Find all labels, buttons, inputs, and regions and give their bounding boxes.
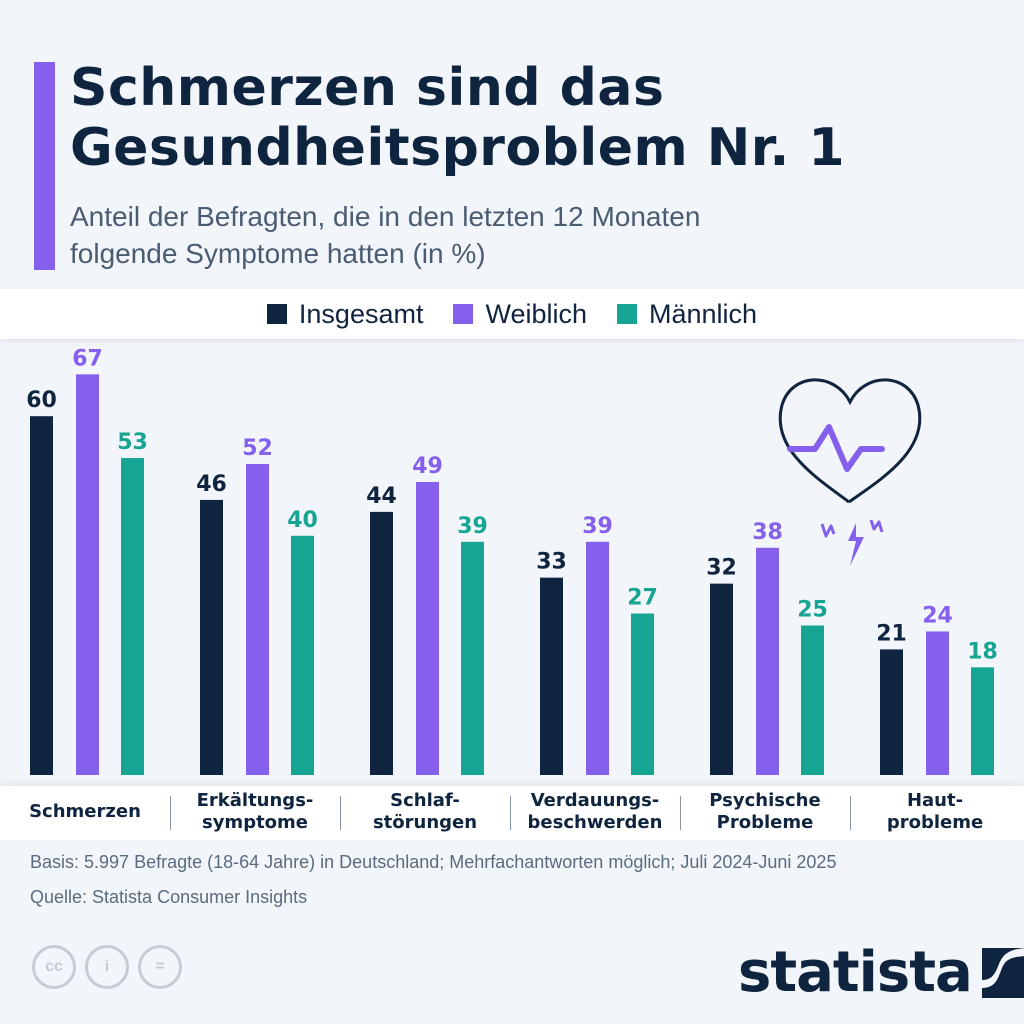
basis-note: Basis: 5.997 Befragte (18-64 Jahre) in D…	[30, 852, 837, 872]
data-label: 46	[196, 472, 227, 497]
legend-swatch	[453, 304, 474, 324]
heart-outline	[778, 378, 922, 504]
title-accent-bar	[34, 62, 55, 270]
statista-logo-icon	[981, 947, 1024, 998]
bar	[540, 577, 563, 775]
data-label: 18	[967, 639, 998, 664]
data-label: 49	[412, 454, 443, 479]
chart-title: Schmerzen sind das Gesundheitsproblem Nr…	[70, 58, 845, 178]
title-line-1: Schmerzen sind das	[70, 58, 665, 118]
category-label: Schmerzen	[29, 801, 141, 822]
bar	[291, 535, 314, 775]
bar	[200, 499, 223, 775]
bar	[370, 511, 393, 775]
bar	[710, 583, 733, 775]
attribution-icon[interactable]: i	[85, 945, 129, 989]
title-line-2: Gesundheitsproblem Nr. 1	[70, 118, 846, 178]
bar	[756, 547, 779, 775]
legend-label: Männlich	[649, 298, 758, 329]
heart-pulse-icon	[778, 378, 922, 566]
category-label: Schlaf- störungen	[372, 790, 478, 833]
category-label: Psychische Probleme	[709, 790, 821, 833]
bar	[416, 481, 439, 775]
category-separator	[850, 796, 851, 830]
data-label: 25	[797, 598, 828, 623]
bar	[586, 541, 609, 775]
category-label: Haut- probleme	[886, 790, 984, 833]
category-label: Erkältungs- symptome	[196, 790, 314, 833]
pulse-line	[787, 424, 885, 472]
legend-item-0: Insgesamt	[266, 298, 424, 330]
data-label: 24	[922, 603, 953, 628]
cc-icon[interactable]: cc	[32, 945, 76, 989]
bar	[880, 649, 903, 775]
chart-subtitle: Anteil der Befragten, die in den letzten…	[70, 198, 700, 272]
category-separator	[340, 796, 341, 830]
bar	[926, 631, 949, 775]
data-label: 44	[366, 484, 397, 509]
category-separator	[170, 796, 171, 830]
lightning-icon	[848, 523, 864, 566]
data-label: 53	[117, 430, 148, 455]
data-label: 40	[287, 508, 318, 533]
license-icons: cc i =	[32, 945, 182, 989]
legend-item-2: Männlich	[617, 299, 757, 330]
legend: Insgesamt Weiblich Männlich	[0, 289, 1024, 339]
data-label: 21	[876, 621, 907, 646]
lightning-small-right-icon	[869, 519, 884, 533]
data-label: 39	[457, 514, 488, 539]
bar	[461, 541, 484, 775]
category-separator	[510, 796, 511, 830]
data-label: 33	[536, 550, 567, 575]
bar	[121, 458, 144, 775]
subtitle-line-2: folgende Symptome hatten (in %)	[70, 238, 486, 269]
legend-item-1: Weiblich	[453, 299, 587, 330]
no-derivatives-icon[interactable]: =	[138, 945, 182, 989]
data-label: 52	[242, 436, 273, 461]
bar	[30, 416, 53, 775]
bar	[246, 464, 269, 775]
data-label: 39	[582, 514, 613, 539]
data-label: 67	[72, 346, 103, 371]
category-axis: Schmerzen Erkältungs- symptome Schlaf- stö…	[0, 786, 1024, 840]
data-label: 27	[627, 586, 658, 611]
subtitle-line-1: Anteil der Befragten, die in den letzten…	[70, 201, 701, 232]
data-label: 60	[26, 388, 57, 413]
legend-swatch	[266, 304, 287, 324]
bar	[801, 625, 824, 775]
category-separator	[680, 796, 681, 830]
bar	[971, 667, 994, 775]
bar	[76, 374, 99, 775]
data-label: 38	[752, 520, 783, 545]
category-label: Verdauungs- beschwerden	[527, 790, 663, 833]
legend-swatch	[617, 304, 638, 324]
bar-chart: 60 67 53 46 52 40 44 49 39 33 39 27 32 38 25 21 24 18	[26, 346, 998, 775]
logo-text: statista	[738, 940, 973, 1005]
legend-label: Weiblich	[485, 298, 588, 329]
lightning-small-left-icon	[820, 523, 836, 538]
data-label: 32	[706, 556, 737, 581]
bar	[631, 613, 654, 775]
legend-label: Insgesamt	[298, 298, 424, 329]
statista-logo[interactable]: statista	[738, 940, 1024, 1005]
source-note: Quelle: Statista Consumer Insights	[30, 887, 308, 907]
